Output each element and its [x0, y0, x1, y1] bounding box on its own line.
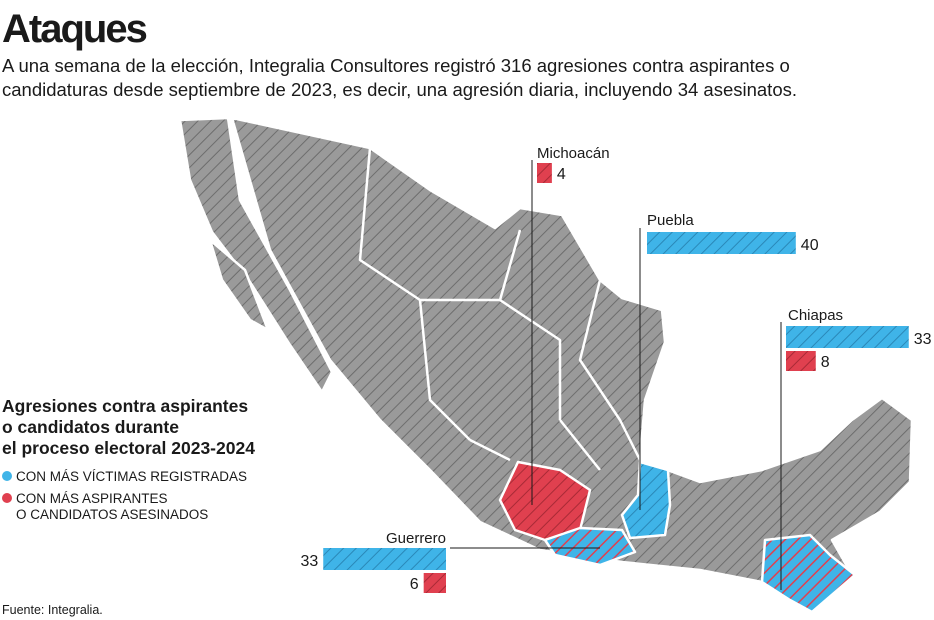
- value-label: 4: [557, 166, 566, 183]
- legend-dot: [2, 471, 12, 481]
- subtitle: candidaturas desde septiembre de 2023, e…: [2, 79, 797, 100]
- state-label: Guerrero: [386, 530, 446, 547]
- legend-title: el proceso electoral 2023-2024: [2, 438, 255, 458]
- killed-bar: [537, 163, 552, 183]
- value-label: 33: [300, 553, 318, 570]
- killed-bar: [786, 351, 816, 371]
- state-label: Michoacán: [537, 145, 610, 162]
- subtitle: A una semana de la elección, Integralia …: [2, 55, 790, 76]
- map: [178, 116, 914, 614]
- source: Fuente: Integralia.: [2, 603, 103, 617]
- value-label: 6: [410, 576, 419, 593]
- legend-label: CON MÁS ASPIRANTES: [16, 491, 168, 506]
- state-label: Puebla: [647, 212, 694, 229]
- legend-title: Agresiones contra aspirantes: [2, 396, 248, 416]
- victims-bar: [647, 232, 796, 254]
- title: Ataques: [2, 7, 147, 51]
- value-label: 40: [801, 237, 819, 254]
- value-label: 8: [821, 354, 830, 371]
- legend-label: CON MÁS VÍCTIMAS REGISTRADAS: [16, 469, 247, 484]
- killed-bar: [423, 573, 446, 593]
- legend-label: O CANDIDATOS ASESINADOS: [16, 507, 208, 522]
- legend-dot: [2, 493, 12, 503]
- legend-title: o candidatos durante: [2, 417, 179, 437]
- state-label: Chiapas: [788, 307, 843, 324]
- victims-bar: [786, 326, 909, 348]
- victims-bar: [323, 548, 446, 570]
- value-label: 33: [914, 331, 932, 348]
